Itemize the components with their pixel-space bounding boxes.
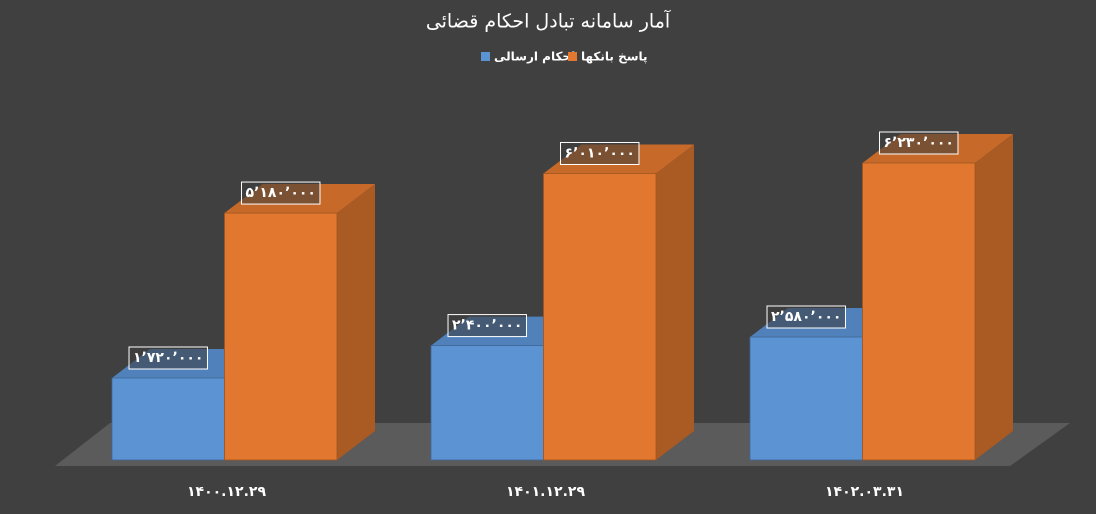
chart-title: آمار سامانه تبادل احکام قضائی bbox=[426, 9, 671, 33]
value-label-box bbox=[447, 314, 527, 338]
value-label: ۲٬۵۸۰٬۰۰۰ bbox=[771, 309, 841, 325]
bar bbox=[224, 212, 338, 461]
bar bbox=[543, 173, 657, 461]
bar bbox=[749, 336, 863, 461]
bar-group bbox=[224, 184, 375, 461]
value-label-box bbox=[766, 305, 846, 329]
bar-group bbox=[543, 144, 694, 461]
legend-label: احکام ارسالی bbox=[494, 50, 575, 65]
legend-swatch bbox=[568, 52, 577, 61]
value-label-box bbox=[879, 131, 959, 155]
value-label: ۵٬۱۸۰٬۰۰۰ bbox=[246, 185, 316, 201]
bar-side bbox=[337, 184, 375, 460]
bar-side bbox=[975, 134, 1013, 460]
value-label: ۶٬۲۳۰٬۰۰۰ bbox=[884, 135, 954, 151]
legend-label: پاسخ بانکها bbox=[581, 50, 648, 64]
value-label-box bbox=[241, 181, 321, 205]
x-tick-label: ۱۴۰۲.۰۳.۳۱ bbox=[825, 484, 904, 500]
bar bbox=[111, 377, 225, 461]
value-label: ۶٬۰۱۰٬۰۰۰ bbox=[565, 145, 635, 161]
value-label: ۲٬۴۰۰٬۰۰۰ bbox=[452, 318, 522, 334]
bar-group bbox=[862, 134, 1013, 461]
bar-side bbox=[656, 144, 694, 460]
x-tick-label: ۱۴۰۰.۱۲.۲۹ bbox=[187, 484, 266, 500]
value-label: ۱٬۷۲۰٬۰۰۰ bbox=[133, 350, 203, 366]
bar bbox=[430, 345, 544, 461]
bar bbox=[862, 162, 976, 461]
value-label-box bbox=[560, 141, 640, 165]
x-tick-label: ۱۴۰۱.۱۲.۲۹ bbox=[506, 484, 585, 500]
value-label-box bbox=[128, 346, 208, 370]
legend-swatch bbox=[481, 52, 490, 61]
